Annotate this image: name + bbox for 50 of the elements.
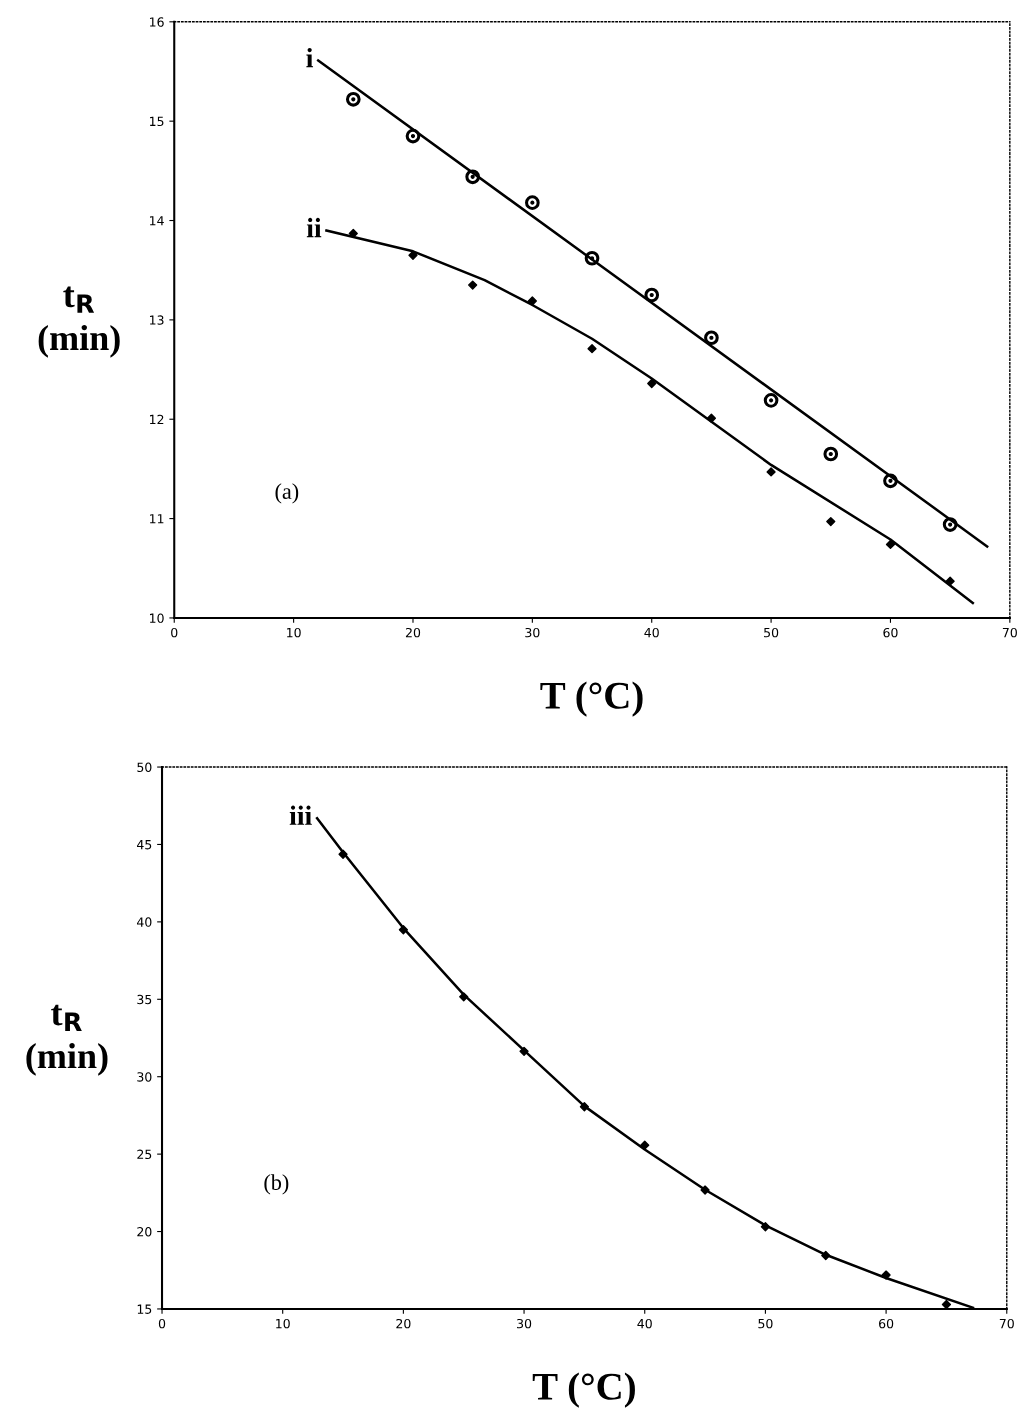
x-tick-label: 10 [276,1318,290,1329]
x-tick-label: 60 [879,1318,894,1329]
x-tick-label: 20 [396,1318,411,1329]
line-series [325,229,975,605]
x-tick-label: 30 [525,627,540,638]
series-label: iii [289,805,312,825]
y-axis-title: t$_{R}$ (min) [38,286,120,358]
x-tick-label: 60 [883,627,898,638]
y-tick-label: 35 [137,994,152,1005]
y-tick-label: 13 [149,315,164,325]
x-tick-label: 40 [644,627,659,638]
point [527,296,537,306]
point [587,344,597,354]
annotation: (a) [275,483,299,504]
point [647,378,657,389]
point [408,250,418,260]
x-tick-label: 50 [758,1318,773,1329]
x-tick-label: 30 [517,1318,532,1329]
y-tick-label: 11 [149,514,164,524]
y-tick-label: 40 [137,917,152,927]
y-tick-label: 50 [137,762,152,772]
point [468,280,478,290]
x-tick-label: 10 [287,627,301,638]
y-tick-label: 15 [137,1304,152,1314]
point [766,467,776,477]
x-axis-title: T (°C) [540,681,643,717]
y-tick-label: 30 [137,1072,152,1082]
y-tick-label: 20 [137,1227,152,1237]
x-tick-label: 0 [158,1318,166,1329]
x-tick-label: 70 [1002,627,1017,638]
y-tick-label: 10 [149,613,164,623]
y-axis-title: t$_{R}$ (min) [26,1004,108,1076]
x-tick-label: 70 [999,1318,1014,1329]
y-tick-label: 12 [149,414,164,424]
y-tick-label: 45 [137,840,152,850]
point [885,539,896,550]
series-label: ii [306,217,322,238]
x-axis-title: T (°C) [532,1372,635,1408]
point [941,1299,952,1309]
series-label: i [306,47,314,68]
x-tick-label: 50 [764,627,779,638]
y-tick-label: 15 [149,116,164,127]
x-tick-label: 20 [405,627,421,638]
y-tick-label: 25 [137,1149,152,1160]
x-tick-label: 40 [637,1318,652,1329]
y-tick-label: 16 [149,17,164,27]
annotation: (b) [264,1174,289,1195]
point [826,516,836,527]
y-tick-label: 14 [149,216,164,226]
x-tick-label: 0 [171,627,178,638]
